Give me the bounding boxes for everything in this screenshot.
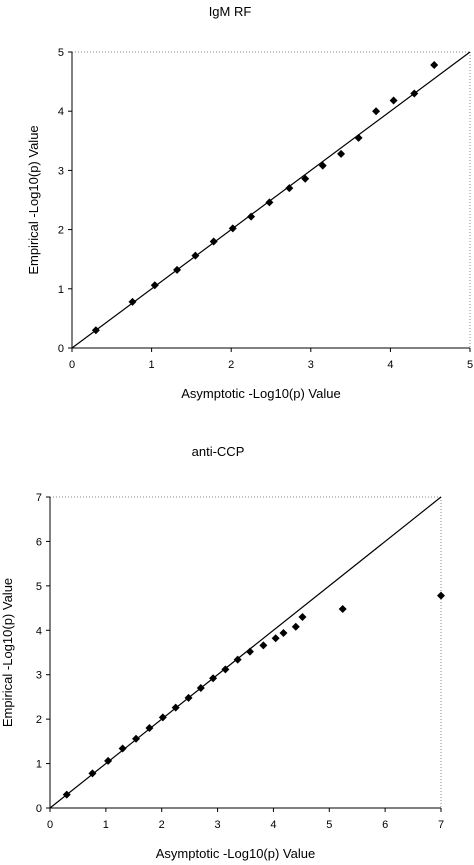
- data-point: [118, 744, 127, 753]
- data-point: [171, 703, 180, 712]
- data-point: [88, 769, 97, 778]
- data-point: [150, 281, 159, 290]
- data-point: [62, 790, 71, 799]
- x-tick-label: 1: [103, 819, 109, 831]
- data-point: [132, 734, 141, 743]
- y-tick-label: 2: [58, 225, 64, 237]
- y-tick-label: 3: [36, 670, 42, 682]
- data-point: [209, 674, 218, 683]
- data-point: [354, 133, 363, 142]
- data-point: [430, 61, 439, 70]
- data-point: [173, 265, 182, 274]
- x-tick-label: 0: [69, 359, 75, 371]
- x-axis-label: Asymptotic -Log10(p) Value: [181, 386, 340, 401]
- x-tick-label: 2: [228, 359, 234, 371]
- data-point: [91, 326, 100, 335]
- data-point: [191, 251, 200, 260]
- y-tick-label: 4: [58, 106, 64, 118]
- data-point: [279, 628, 288, 637]
- data-point: [298, 612, 307, 621]
- y-axis-label: Empirical -Log10(p) Value: [0, 578, 15, 727]
- x-tick-label: 0: [47, 819, 53, 831]
- x-tick-label: 5: [326, 819, 332, 831]
- data-point: [247, 212, 256, 221]
- data-point: [221, 665, 230, 674]
- data-point: [145, 724, 154, 733]
- y-tick-label: 3: [58, 165, 64, 177]
- y-axis-label: Empirical -Log10(p) Value: [26, 125, 41, 274]
- x-axis-label: Asymptotic -Log10(p) Value: [156, 846, 315, 861]
- data-point: [104, 756, 113, 765]
- data-point: [259, 641, 268, 650]
- x-tick-label: 7: [438, 819, 444, 831]
- data-point: [410, 89, 419, 98]
- chart-title: anti-CCP: [192, 444, 245, 459]
- data-point: [318, 161, 327, 170]
- data-point: [158, 713, 167, 722]
- data-point: [437, 591, 445, 600]
- y-tick-label: 0: [36, 803, 42, 815]
- chart-title: IgM RF: [209, 4, 252, 19]
- x-tick-label: 3: [215, 819, 221, 831]
- data-point: [128, 297, 137, 306]
- x-tick-label: 5: [467, 359, 473, 371]
- y-tick-label: 5: [58, 47, 64, 59]
- y-tick-label: 4: [36, 625, 42, 637]
- reference-line-identity: [49, 496, 442, 809]
- y-tick-label: 7: [36, 492, 42, 504]
- data-point: [338, 604, 347, 613]
- data-point: [228, 224, 237, 233]
- x-tick-label: 3: [308, 359, 314, 371]
- chart-2: anti-CCP 0 1 2 3 4 5 6 7 0 1 2 3 4 5 6 7 Asymptotic -Log1…: [0, 444, 445, 861]
- y-tick-label: 6: [36, 536, 42, 548]
- data-point: [196, 684, 205, 693]
- x-tick-label: 4: [387, 359, 393, 371]
- x-tick-label: 2: [159, 819, 165, 831]
- y-tick-label: 2: [36, 714, 42, 726]
- data-point: [245, 647, 254, 656]
- data-point: [337, 149, 346, 158]
- y-tick-label: 0: [58, 343, 64, 355]
- y-tick-label: 1: [58, 284, 64, 296]
- data-point: [285, 184, 294, 193]
- data-point: [372, 107, 381, 116]
- y-tick-label: 1: [36, 759, 42, 771]
- data-point: [184, 693, 193, 702]
- data-point: [265, 198, 274, 207]
- x-tick-label: 1: [149, 359, 155, 371]
- data-point: [271, 634, 280, 643]
- data-point: [233, 655, 242, 664]
- data-point: [291, 622, 300, 631]
- chart-1: IgM RF 0 1 2 3 4 5 0 1 2 3 4 5 Asymptotic -Log10(p) V…: [26, 4, 473, 401]
- data-point: [301, 174, 310, 183]
- data-point: [209, 237, 218, 246]
- y-tick-label: 5: [36, 581, 42, 593]
- x-tick-label: 4: [270, 819, 276, 831]
- data-point: [389, 96, 398, 105]
- x-tick-label: 6: [382, 819, 388, 831]
